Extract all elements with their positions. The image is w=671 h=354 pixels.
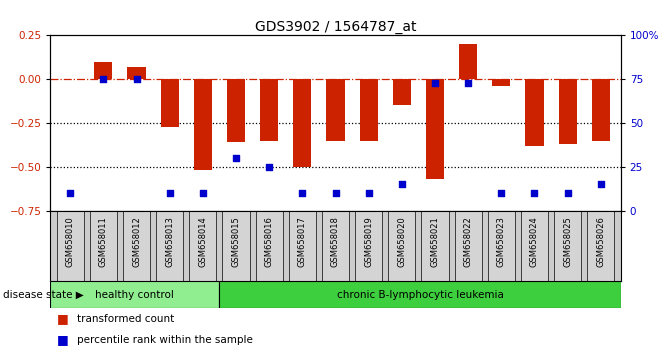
Bar — [426, 79, 444, 179]
Point — [330, 190, 341, 196]
Text: GSM658014: GSM658014 — [199, 216, 207, 267]
Bar — [219, 281, 621, 308]
Text: GSM658020: GSM658020 — [397, 216, 407, 267]
Bar — [592, 79, 610, 141]
Text: GSM658011: GSM658011 — [99, 216, 108, 267]
Point — [231, 155, 242, 161]
Point — [297, 190, 308, 196]
Text: GSM658010: GSM658010 — [66, 216, 74, 267]
Point — [264, 164, 274, 170]
Bar — [355, 211, 382, 281]
Text: GSM658024: GSM658024 — [530, 216, 539, 267]
Point — [463, 80, 474, 86]
Bar — [94, 62, 113, 79]
Bar — [256, 211, 282, 281]
Bar — [293, 79, 311, 167]
Bar — [326, 79, 345, 141]
Bar — [160, 79, 178, 126]
Bar — [454, 211, 482, 281]
Point — [529, 190, 540, 196]
Text: percentile rank within the sample: percentile rank within the sample — [77, 335, 253, 345]
Bar — [289, 211, 316, 281]
Text: disease state ▶: disease state ▶ — [3, 290, 84, 300]
Bar — [222, 211, 250, 281]
Text: GSM658015: GSM658015 — [231, 216, 240, 267]
Text: GSM658017: GSM658017 — [298, 216, 307, 267]
Bar — [56, 211, 84, 281]
Bar — [260, 79, 278, 141]
Text: GSM658022: GSM658022 — [464, 216, 472, 267]
Point — [363, 190, 374, 196]
Bar — [123, 211, 150, 281]
Text: GSM658018: GSM658018 — [331, 216, 340, 267]
Point — [197, 190, 208, 196]
Text: GSM658012: GSM658012 — [132, 216, 141, 267]
Point — [65, 190, 76, 196]
Text: healthy control: healthy control — [95, 290, 174, 300]
Point — [98, 76, 109, 82]
Bar — [194, 79, 212, 170]
Point — [131, 76, 142, 82]
Text: ■: ■ — [57, 333, 69, 346]
Bar — [189, 211, 217, 281]
Bar — [227, 79, 245, 142]
Bar — [393, 79, 411, 105]
Text: GSM658016: GSM658016 — [264, 216, 274, 267]
Bar — [558, 79, 577, 144]
Bar — [360, 79, 378, 141]
Text: GSM658019: GSM658019 — [364, 216, 373, 267]
Text: GSM658021: GSM658021 — [431, 216, 440, 267]
Text: GSM658023: GSM658023 — [497, 216, 506, 267]
Point — [397, 182, 407, 187]
Bar — [90, 211, 117, 281]
Bar — [156, 211, 183, 281]
Bar — [421, 211, 449, 281]
Text: GSM658026: GSM658026 — [597, 216, 605, 267]
Text: GSM658025: GSM658025 — [563, 216, 572, 267]
Bar — [459, 44, 477, 79]
Bar — [493, 79, 511, 86]
Bar — [127, 67, 146, 79]
Text: GSM658013: GSM658013 — [165, 216, 174, 267]
Bar — [525, 79, 544, 146]
Point — [164, 190, 175, 196]
Bar — [521, 211, 548, 281]
Bar — [389, 211, 415, 281]
Bar — [587, 211, 615, 281]
Point — [429, 80, 440, 86]
Bar — [488, 211, 515, 281]
Point — [595, 182, 606, 187]
Bar — [554, 211, 581, 281]
Text: ■: ■ — [57, 312, 69, 325]
Point — [496, 190, 507, 196]
Title: GDS3902 / 1564787_at: GDS3902 / 1564787_at — [255, 21, 416, 34]
Point — [562, 190, 573, 196]
Bar — [50, 281, 219, 308]
Text: chronic B-lymphocytic leukemia: chronic B-lymphocytic leukemia — [337, 290, 503, 300]
Text: transformed count: transformed count — [77, 314, 174, 324]
Bar — [322, 211, 349, 281]
